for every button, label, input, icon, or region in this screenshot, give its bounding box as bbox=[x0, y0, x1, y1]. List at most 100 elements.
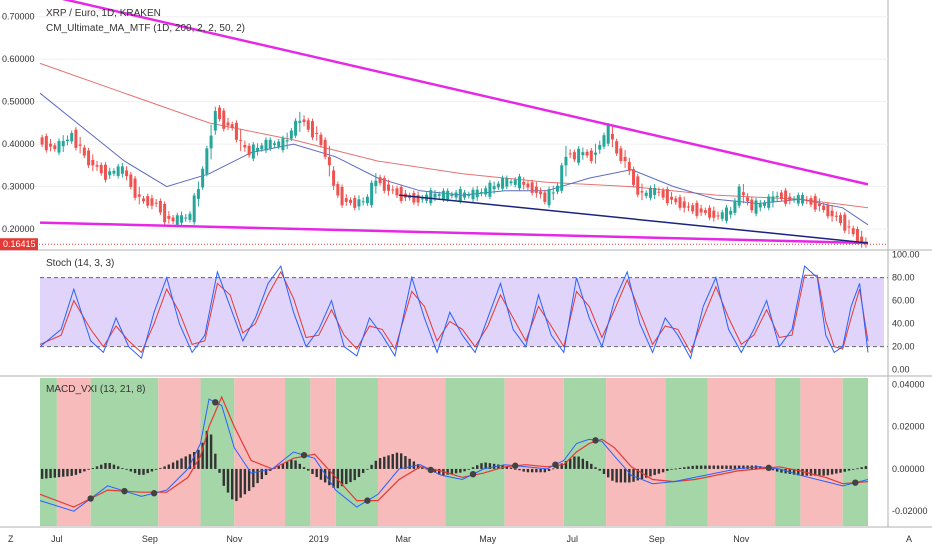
macd-histogram-bar bbox=[167, 464, 171, 469]
macd-histogram-bar bbox=[691, 465, 694, 469]
price-tick-label: 0.70000 bbox=[2, 12, 35, 22]
macd-histogram-bar bbox=[353, 468, 356, 481]
macd-zone-bear bbox=[377, 378, 446, 526]
macd-zone-bull bbox=[90, 378, 159, 526]
candle-body bbox=[784, 190, 788, 204]
macd-histogram-bar bbox=[459, 468, 462, 473]
candle-body bbox=[112, 170, 116, 174]
candle-body bbox=[556, 185, 559, 192]
candle-body bbox=[463, 192, 467, 198]
macd-cross-dot bbox=[512, 462, 519, 469]
macd-histogram-bar bbox=[226, 468, 230, 493]
stoch-k-line bbox=[39, 264, 869, 360]
candle-body bbox=[57, 140, 61, 153]
macd-tick-label: 0.00000 bbox=[892, 464, 925, 474]
macd-histogram-bar bbox=[323, 468, 327, 483]
candle-body bbox=[209, 135, 213, 149]
candle-body bbox=[99, 164, 103, 174]
macd-histogram-bar bbox=[606, 468, 610, 478]
macd-histogram-bar bbox=[416, 464, 420, 469]
candle-body bbox=[323, 139, 327, 157]
macd-histogram-bar bbox=[387, 455, 390, 469]
macd-histogram-bar bbox=[209, 434, 213, 469]
macd-cross-dot bbox=[592, 437, 599, 444]
candle-body bbox=[585, 151, 589, 156]
candle-body bbox=[758, 203, 762, 208]
support-trendline bbox=[399, 194, 869, 244]
candle-body bbox=[830, 210, 834, 217]
candle-body bbox=[682, 201, 686, 208]
macd-zone-bull bbox=[40, 378, 57, 526]
candle-body bbox=[201, 168, 205, 188]
candle-body bbox=[332, 170, 336, 186]
auto-scale-button[interactable]: A bbox=[906, 534, 912, 544]
stoch-tick-label: 80.00 bbox=[892, 273, 915, 283]
macd-histogram-bar bbox=[847, 468, 851, 471]
candle-body bbox=[627, 161, 631, 171]
candle-body bbox=[91, 160, 95, 166]
ma50-line bbox=[39, 92, 869, 226]
macd-histogram-bar bbox=[509, 467, 513, 469]
candle-body bbox=[501, 178, 505, 189]
macd-zone-bull bbox=[665, 378, 708, 526]
candle-body bbox=[703, 210, 707, 213]
macd-histogram-bar bbox=[121, 468, 124, 469]
candle-body bbox=[653, 187, 657, 196]
candle-body bbox=[158, 200, 162, 213]
candle-body bbox=[184, 217, 188, 219]
macd-histogram-bar bbox=[581, 458, 585, 469]
candle-body bbox=[441, 190, 445, 200]
macd-histogram-bar bbox=[408, 458, 411, 469]
macd-histogram-bar bbox=[788, 468, 792, 474]
macd-histogram-bar bbox=[687, 466, 690, 469]
macd-histogram-bar bbox=[150, 468, 154, 472]
macd-histogram-bar bbox=[171, 462, 175, 469]
candle-body bbox=[95, 165, 99, 167]
candle-body bbox=[479, 192, 483, 194]
price-pane: 0.70000 0.60000 0.50000 0.40000 0.30000 0.200… bbox=[0, 0, 888, 251]
macd-histogram-bar bbox=[378, 458, 382, 469]
macd-histogram-bar bbox=[366, 468, 369, 470]
candle-body bbox=[150, 198, 154, 206]
macd-histogram-bar bbox=[708, 465, 711, 469]
candle-body bbox=[581, 152, 585, 156]
macd-histogram-bar bbox=[813, 468, 817, 476]
candle-body bbox=[74, 129, 78, 148]
candle-body bbox=[446, 190, 450, 200]
macd-cross-dot bbox=[852, 479, 859, 486]
candle-body bbox=[564, 156, 568, 166]
candle-body bbox=[467, 194, 471, 196]
macd-histogram-bar bbox=[311, 468, 314, 474]
macd-cross-dot bbox=[469, 471, 477, 478]
candle-body bbox=[395, 188, 399, 196]
candle-body bbox=[572, 152, 576, 160]
macd-histogram-bar bbox=[70, 468, 73, 476]
macd-histogram-bar bbox=[108, 462, 111, 469]
chart-title: XRP / Euro, 1D, KRAKEN bbox=[46, 8, 161, 19]
candle-body bbox=[678, 197, 682, 208]
macd-histogram-bar bbox=[154, 468, 158, 470]
macd-cross-dot bbox=[765, 464, 772, 472]
macd-histogram-bar bbox=[556, 465, 559, 469]
candle-body bbox=[142, 198, 145, 202]
stoch-tick-label: 0.00 bbox=[892, 365, 910, 375]
macd-histogram-bar bbox=[590, 463, 593, 469]
candle-body bbox=[391, 189, 395, 191]
zoom-left-button[interactable]: Z bbox=[8, 534, 14, 544]
candle-body bbox=[344, 198, 348, 202]
macd-histogram-bar bbox=[395, 452, 399, 469]
macd-histogram-bar bbox=[780, 468, 783, 473]
candle-body bbox=[847, 226, 851, 228]
macd-histogram-bar bbox=[104, 462, 107, 469]
macd-histogram-bar bbox=[733, 465, 737, 469]
candle-body bbox=[133, 178, 137, 198]
candle-body bbox=[294, 120, 298, 136]
macd-histogram-bar bbox=[792, 468, 796, 475]
candle-body bbox=[213, 110, 217, 131]
candle-body bbox=[306, 120, 310, 130]
macd-zone-bull bbox=[842, 378, 868, 526]
macd-histogram-bar bbox=[192, 452, 196, 469]
candle-body bbox=[792, 198, 796, 201]
macd-histogram-bar bbox=[645, 468, 648, 478]
